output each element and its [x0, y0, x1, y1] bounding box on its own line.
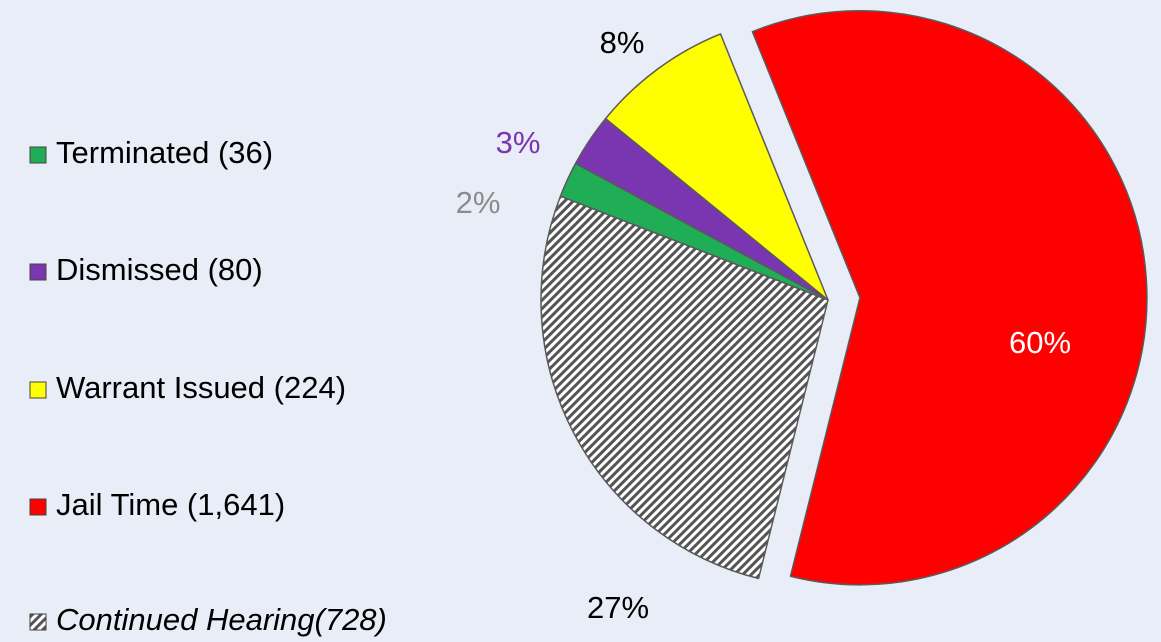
slice-label: 8% [600, 25, 645, 60]
legend-swatch [29, 381, 47, 399]
pie-slice [751, 10, 1148, 586]
legend-swatch [29, 263, 47, 281]
slice-label: 60% [1009, 325, 1071, 360]
slice-label: 3% [496, 125, 541, 160]
legend-swatch [29, 613, 47, 631]
legend-swatch [29, 498, 47, 516]
legend-label: Dismissed (80) [56, 252, 263, 287]
legend-label: Warrant Issued (224) [56, 370, 346, 405]
legend-label: Continued Hearing(728) [56, 602, 387, 637]
slice-label: 27% [587, 590, 649, 625]
legend-label: Terminated (36) [56, 135, 273, 170]
legend-swatch [29, 146, 47, 164]
pie-slice [604, 33, 829, 301]
legend-label: Jail Time (1,641) [56, 487, 285, 522]
slice-label: 2% [456, 185, 501, 220]
pie-slice [540, 195, 829, 580]
